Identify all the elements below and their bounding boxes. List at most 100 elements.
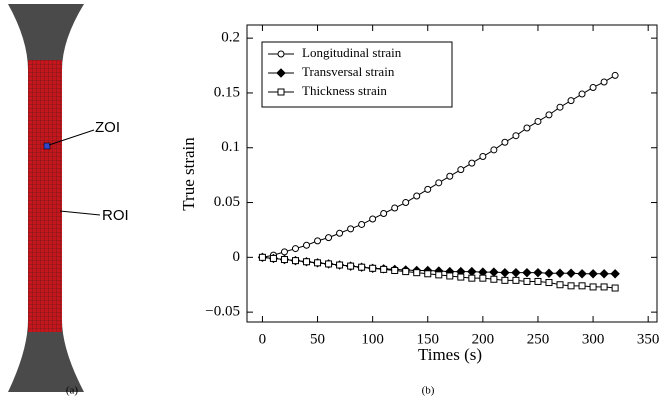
point — [555, 268, 565, 278]
point — [457, 273, 465, 281]
legend-label: Thickness strain — [302, 83, 387, 98]
point — [567, 97, 575, 105]
legend-label: Transversal strain — [302, 64, 395, 79]
point — [589, 283, 597, 291]
point — [402, 268, 410, 276]
x-tick-label: 300 — [582, 331, 605, 347]
plot-frame — [246, 24, 658, 323]
x-tick-label: 50 — [310, 331, 325, 347]
point — [479, 153, 487, 161]
point — [347, 225, 355, 233]
point — [258, 253, 266, 261]
point — [600, 283, 608, 291]
point — [556, 103, 564, 111]
point — [347, 262, 355, 270]
legend-marker — [277, 88, 285, 96]
point — [501, 276, 509, 284]
point — [490, 275, 498, 283]
point — [556, 281, 564, 289]
point — [391, 266, 399, 274]
point — [522, 267, 532, 278]
point — [280, 248, 288, 256]
point — [610, 269, 620, 279]
point — [567, 282, 575, 290]
point — [489, 267, 499, 277]
point — [402, 199, 410, 207]
point — [534, 277, 542, 285]
point — [369, 264, 377, 272]
point — [578, 282, 586, 290]
zoi-marker — [43, 142, 51, 150]
point — [358, 263, 366, 271]
point — [501, 138, 509, 146]
point — [435, 179, 443, 187]
point — [468, 274, 476, 282]
y-tick-label: −0.05 — [205, 304, 240, 320]
roi-grid — [28, 60, 62, 332]
point — [369, 215, 377, 223]
point — [600, 78, 608, 86]
point — [391, 204, 399, 212]
point — [435, 271, 443, 279]
point — [545, 111, 553, 119]
point — [380, 265, 388, 273]
point — [336, 229, 344, 237]
point — [467, 266, 477, 277]
point — [336, 261, 344, 269]
point — [457, 166, 465, 174]
point — [588, 269, 598, 279]
roi-pointer — [59, 210, 101, 216]
point — [380, 210, 388, 218]
point — [534, 117, 542, 125]
point — [468, 159, 476, 167]
x-tick-label: 100 — [361, 331, 384, 347]
x-tick-label: 150 — [417, 331, 440, 347]
point — [578, 90, 586, 98]
zoi-pointer — [48, 129, 95, 146]
y-axis-label: True strain — [179, 137, 198, 211]
point — [325, 234, 333, 242]
y-tick-label: 0 — [233, 249, 241, 265]
point — [589, 83, 597, 91]
x-axis-label: Times (s) — [418, 345, 482, 364]
point — [424, 270, 432, 278]
x-tick-label: 0 — [259, 331, 267, 347]
panel-a-label: (a) — [66, 385, 79, 397]
zoi-label: ZOI — [95, 119, 120, 136]
point — [314, 237, 322, 245]
y-tick-label: 0.2 — [221, 30, 240, 46]
point — [545, 279, 553, 287]
y-tick-label: 0.1 — [221, 139, 240, 155]
point — [303, 241, 311, 249]
legend-marker — [276, 68, 286, 78]
y-tick-label: 0.15 — [214, 84, 240, 100]
point — [314, 259, 322, 267]
point — [512, 276, 520, 284]
point — [269, 254, 277, 262]
point — [446, 172, 454, 180]
roi-label: ROI — [102, 207, 129, 224]
point — [413, 269, 421, 277]
point — [280, 256, 288, 264]
point — [599, 269, 609, 279]
x-tick-label: 250 — [527, 331, 550, 347]
x-tick-label: 200 — [472, 331, 495, 347]
point — [611, 71, 619, 79]
legend-label: Longitudinal strain — [302, 45, 402, 60]
panel-b-label: (b) — [422, 385, 435, 397]
point — [358, 220, 366, 228]
point — [533, 267, 543, 278]
point — [325, 260, 333, 268]
point — [303, 258, 311, 266]
point — [291, 257, 299, 265]
point — [544, 268, 554, 278]
point — [523, 277, 531, 285]
point — [490, 146, 498, 154]
point — [512, 132, 520, 140]
point — [566, 268, 576, 278]
point — [413, 192, 421, 200]
point — [511, 267, 521, 278]
y-tick-label: 0.05 — [214, 194, 240, 210]
point — [611, 284, 619, 292]
